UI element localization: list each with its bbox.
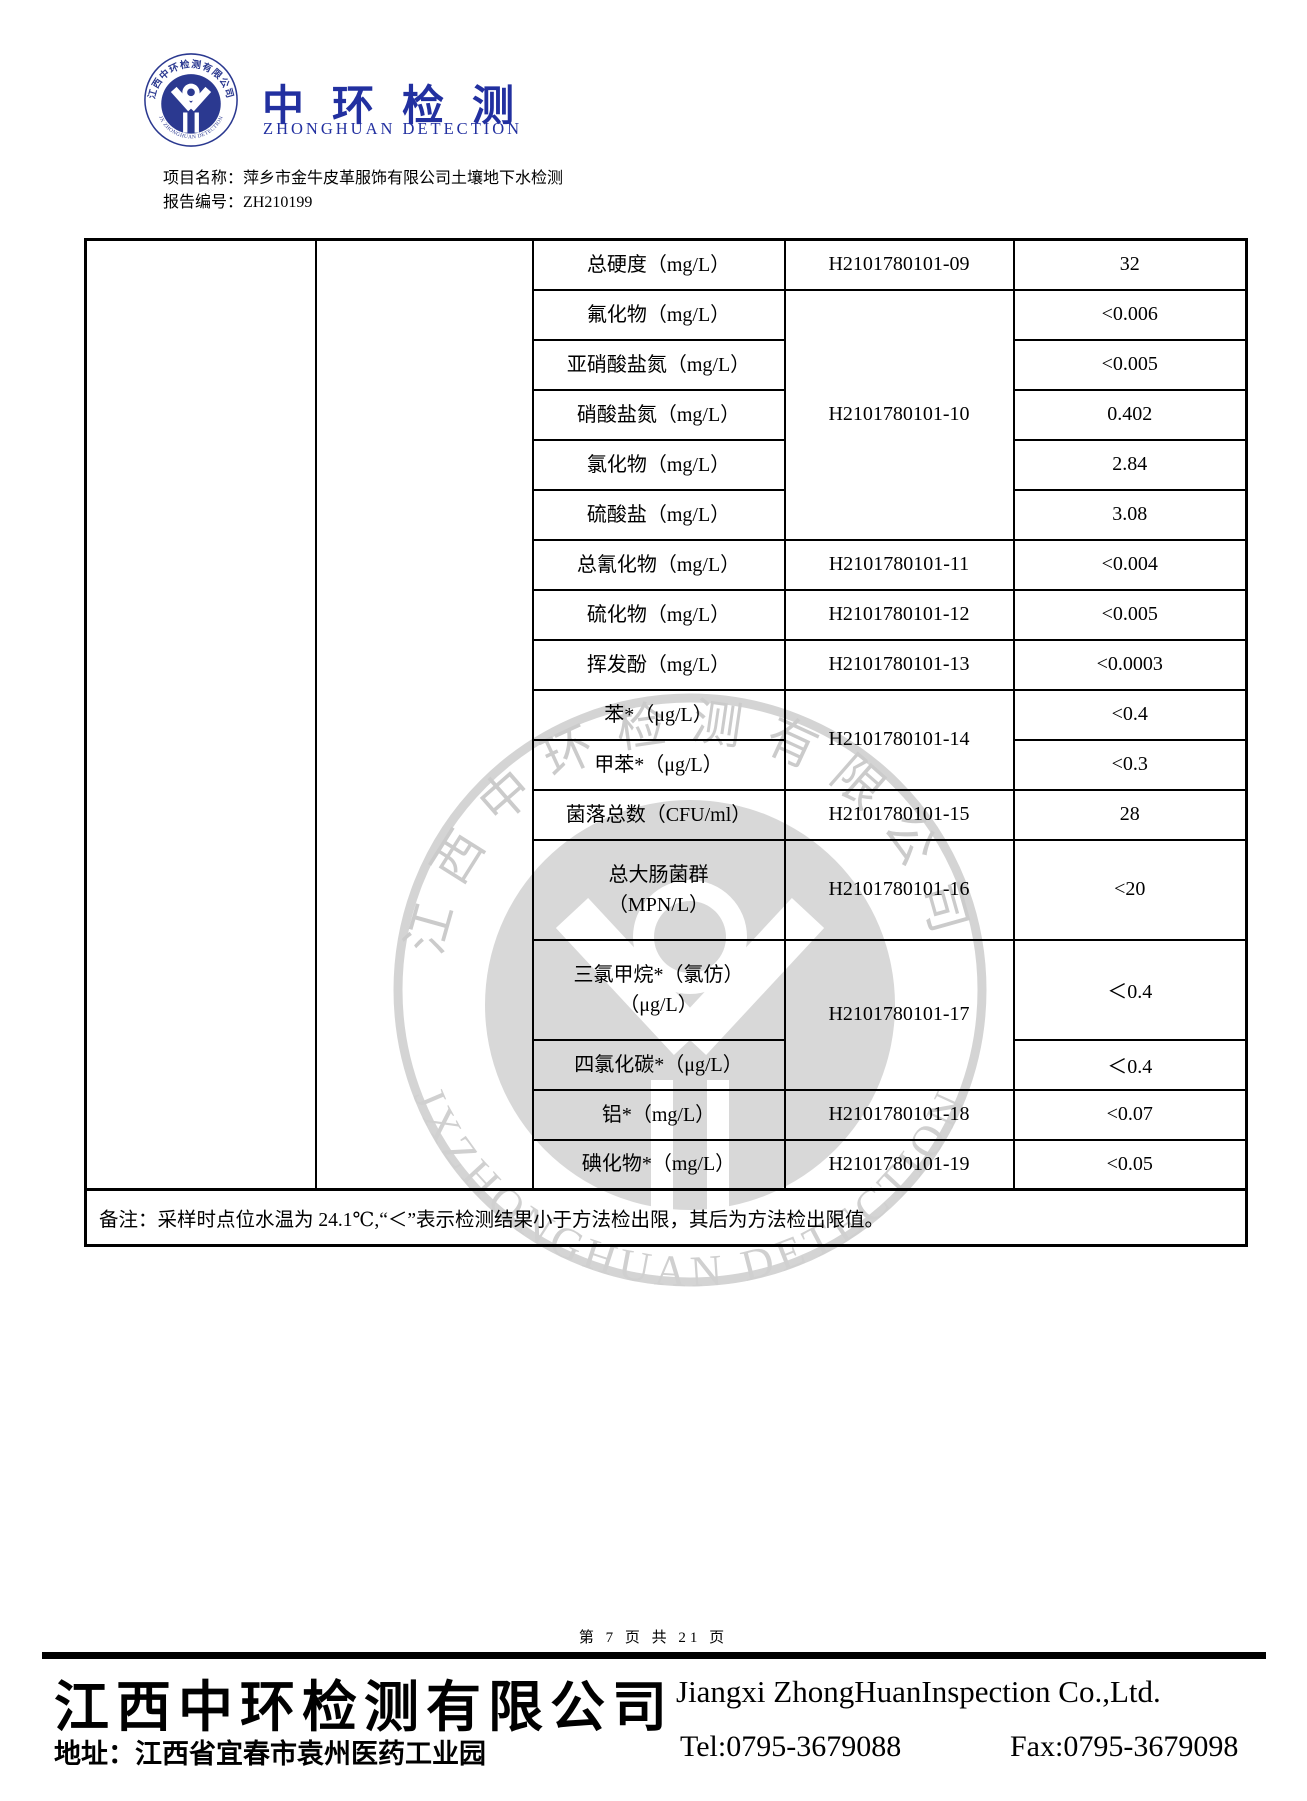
brand-title: 中环检测 <box>262 82 543 129</box>
parameter-cell: 硝酸盐氮（mg/L） <box>531 388 786 441</box>
value-cell: <0.4 <box>1012 688 1248 741</box>
table-row: 亚硝酸盐氮（mg/L） <0.005 <box>86 338 1248 391</box>
left-empty-col1-cell <box>84 238 317 1191</box>
results-table: 总硬度（mg/L） H2101780101-09 32 氟化物（mg/L） H21017… <box>84 238 1248 1247</box>
value-cell: <0.3 <box>1012 738 1248 791</box>
value-cell: <0.05 <box>1012 1138 1248 1191</box>
footer-company-name-cn: 江西中环检测有限公司 <box>54 1676 675 1738</box>
value-cell: <0.005 <box>1012 338 1248 391</box>
value-cell: 2.84 <box>1012 438 1248 491</box>
company-logo-icon: 江西中环检测有限公司 JX ZHONGHUAN DETECTION <box>143 52 239 148</box>
footer-telephone: Tel:0795-3679088 <box>680 1730 902 1763</box>
value-cell: <0.0003 <box>1012 638 1248 691</box>
parameter-cell: 总大肠菌群 （MPN/L） <box>531 838 786 941</box>
sample-id-cell: H2101780101-11 <box>783 538 1015 591</box>
sample-id-cell: H2101780101-16 <box>783 838 1015 941</box>
value-cell: 0.402 <box>1012 388 1248 441</box>
parameter-cell: 硫酸盐（mg/L） <box>531 488 786 541</box>
parameter-cell: 总氰化物（mg/L） <box>531 538 786 591</box>
results-table-body: 总硬度（mg/L） H2101780101-09 32 氟化物（mg/L） H21017… <box>84 238 1248 1191</box>
value-cell: ＜0.4 <box>1012 1038 1248 1091</box>
table-row: 硫酸盐（mg/L） 3.08 <box>86 488 1248 541</box>
value-cell: ＜0.4 <box>1012 938 1248 1041</box>
value-cell: 3.08 <box>1012 488 1248 541</box>
footer-company-name-en: Jiangxi ZhongHuanInspection Co.,Ltd. <box>676 1674 1161 1709</box>
parameter-cell: 挥发酚（mg/L） <box>531 638 786 691</box>
note-text: 备注：采样时点位水温为 24.1℃,“＜”表示检测结果小于方法检出限，其后为方法… <box>84 1188 1248 1247</box>
value-cell: <0.005 <box>1012 588 1248 641</box>
parameter-cell: 碘化物*（mg/L） <box>531 1138 786 1191</box>
footer-divider <box>42 1652 1266 1659</box>
parameter-cell: 氟化物（mg/L） <box>531 288 786 341</box>
footer-fax: Fax:0795-3679098 <box>1010 1730 1239 1763</box>
parameter-cell: 硫化物（mg/L） <box>531 588 786 641</box>
parameter-cell: 亚硝酸盐氮（mg/L） <box>531 338 786 391</box>
project-name-line: 项目名称：萍乡市金牛皮革服饰有限公司土壤地下水检测 <box>163 170 564 187</box>
footer-address: 地址：江西省宜春市袁州医药工业园 <box>54 1739 486 1769</box>
value-cell: 32 <box>1012 238 1248 291</box>
value-cell: <0.07 <box>1012 1088 1248 1141</box>
parameter-cell: 甲苯*（μg/L） <box>531 738 786 791</box>
page-number: 第 7 页 共 21 页 <box>578 1630 729 1646</box>
parameter-cell: 四氯化碳*（μg/L） <box>531 1038 786 1091</box>
table-row: 总氰化物（mg/L） H2101780101-11 <0.004 <box>86 538 1248 591</box>
report-number-line: 报告编号：ZH210199 <box>163 194 313 211</box>
left-empty-col2-cell <box>314 238 534 1191</box>
value-cell: 28 <box>1012 788 1248 841</box>
sample-id-cell: H2101780101-13 <box>783 638 1015 691</box>
sample-id-cell: H2101780101-09 <box>783 238 1015 291</box>
sample-id-cell: H2101780101-14 <box>783 688 1015 791</box>
parameter-cell: 氯化物（mg/L） <box>531 438 786 491</box>
value-cell: <0.006 <box>1012 288 1248 341</box>
sample-id-cell: H2101780101-10 <box>783 288 1015 541</box>
sample-id-cell: H2101780101-15 <box>783 788 1015 841</box>
parameter-cell: 总硬度（mg/L） <box>531 238 786 291</box>
sample-id-cell: H2101780101-18 <box>783 1088 1015 1141</box>
value-cell: <0.004 <box>1012 538 1248 591</box>
table-row: 总硬度（mg/L） H2101780101-09 32 <box>84 238 1248 1191</box>
parameter-cell: 铝*（mg/L） <box>531 1088 786 1141</box>
parameter-cell: 三氯甲烷*（氯仿） （μg/L） <box>531 938 786 1041</box>
parameter-cell: 苯*（μg/L） <box>531 688 786 741</box>
table-row: 氯化物（mg/L） 2.84 <box>86 438 1248 491</box>
table-row: 硝酸盐氮（mg/L） 0.402 <box>86 388 1248 441</box>
table-row: 硫化物（mg/L） H2101780101-12 <0.005 <box>86 588 1248 641</box>
brand-subtitle: ZHONGHUAN DETECTION <box>263 119 523 138</box>
table-row: 挥发酚（mg/L） H2101780101-13 <0.0003 <box>86 638 1248 691</box>
sample-id-cell: H2101780101-12 <box>783 588 1015 641</box>
sample-id-cell: H2101780101-17 <box>783 938 1015 1091</box>
note-row: 备注：采样时点位水温为 24.1℃,“＜”表示检测结果小于方法检出限，其后为方法… <box>84 1188 1248 1247</box>
table-row: 氟化物（mg/L） H2101780101-10 <0.006 <box>86 288 1248 541</box>
value-cell: <20 <box>1012 838 1248 941</box>
parameter-cell: 菌落总数（CFU/ml） <box>531 788 786 841</box>
sample-id-cell: H2101780101-19 <box>783 1138 1015 1191</box>
